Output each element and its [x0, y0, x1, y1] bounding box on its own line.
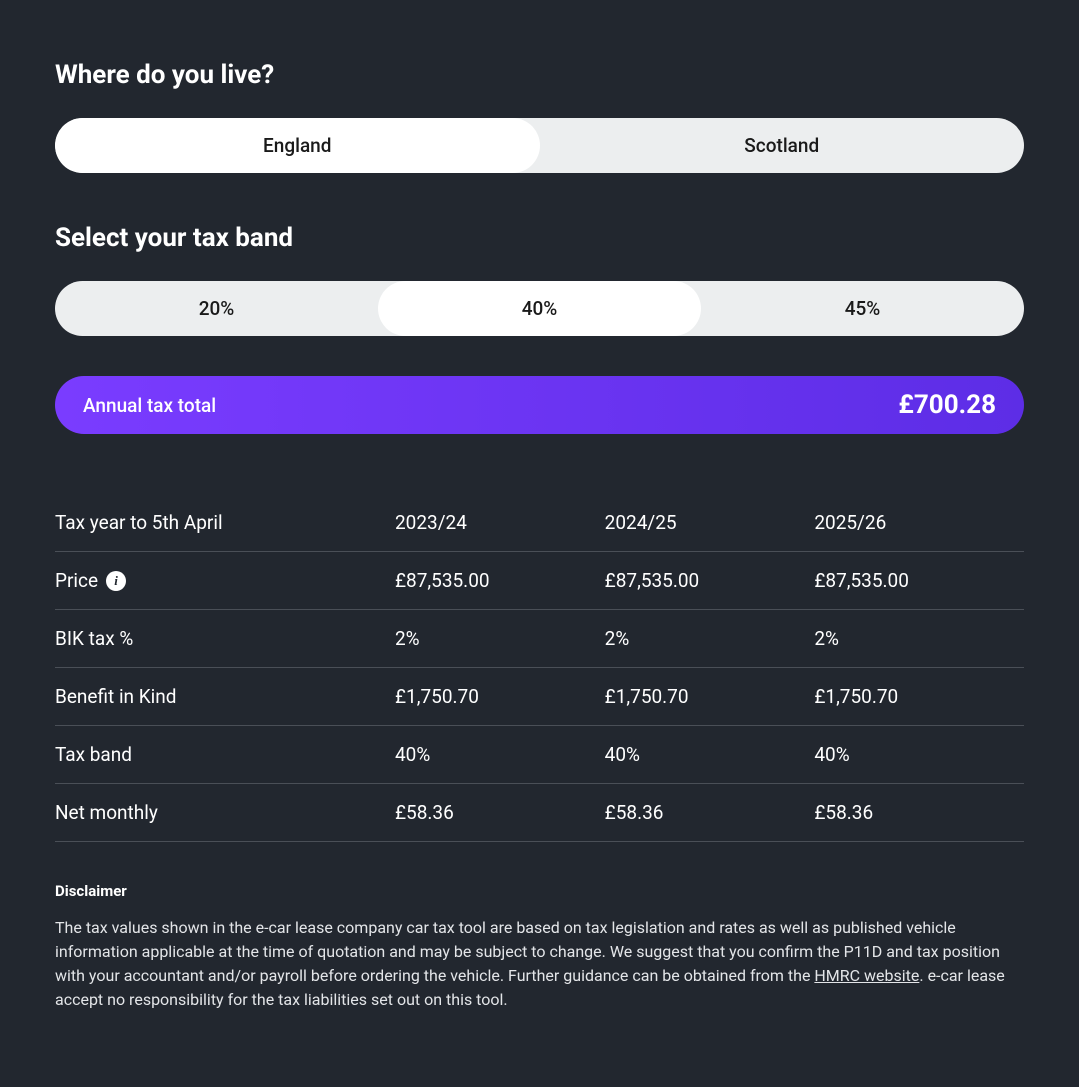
taxband-option-40[interactable]: 40%: [378, 281, 701, 336]
row-label: BIK tax %: [55, 627, 395, 650]
location-segmented: EnglandScotland: [55, 118, 1024, 173]
taxband-heading: Select your tax band: [55, 223, 1024, 253]
row-value: £87,535.00: [814, 569, 1024, 592]
taxband-option-45[interactable]: 45%: [701, 281, 1024, 336]
taxband-option-20[interactable]: 20%: [55, 281, 378, 336]
row-value: £87,535.00: [605, 569, 815, 592]
disclaimer-heading: Disclaimer: [55, 882, 1024, 900]
location-heading: Where do you live?: [55, 60, 1024, 90]
row-label: Benefit in Kind: [55, 685, 395, 708]
location-option-england[interactable]: England: [55, 118, 540, 173]
table-row: Pricei£87,535.00£87,535.00£87,535.00: [55, 552, 1024, 610]
table-row: Tax band40%40%40%: [55, 726, 1024, 784]
row-value: 40%: [814, 743, 1024, 766]
hmrc-link[interactable]: HMRC website: [814, 966, 919, 985]
row-label: Net monthly: [55, 801, 395, 824]
row-label-text: Net monthly: [55, 801, 158, 824]
row-label: Tax band: [55, 743, 395, 766]
annual-total-label: Annual tax total: [83, 394, 216, 417]
row-value: £58.36: [395, 801, 605, 824]
row-value: 2024/25: [605, 511, 815, 534]
row-value: 2025/26: [814, 511, 1024, 534]
row-value: £58.36: [814, 801, 1024, 824]
annual-total-bar: Annual tax total £700.28: [55, 376, 1024, 434]
row-value: £1,750.70: [814, 685, 1024, 708]
row-value: £58.36: [605, 801, 815, 824]
location-option-scotland[interactable]: Scotland: [540, 118, 1025, 173]
row-label-text: Price: [55, 569, 98, 592]
row-value: £1,750.70: [605, 685, 815, 708]
info-icon[interactable]: i: [106, 571, 126, 591]
row-value: 40%: [605, 743, 815, 766]
row-value: 2%: [814, 627, 1024, 650]
taxband-segmented: 20%40%45%: [55, 281, 1024, 336]
row-label: Pricei: [55, 569, 395, 592]
row-value: 2%: [395, 627, 605, 650]
disclaimer-text: The tax values shown in the e-car lease …: [55, 916, 1024, 1012]
row-label: Tax year to 5th April: [55, 511, 395, 534]
tax-table: Tax year to 5th April 2023/242024/252025/…: [55, 494, 1024, 842]
row-label-text: BIK tax %: [55, 627, 133, 650]
row-value: 2%: [605, 627, 815, 650]
row-value: £1,750.70: [395, 685, 605, 708]
row-value: £87,535.00: [395, 569, 605, 592]
annual-total-value: £700.28: [898, 390, 996, 420]
table-row: Net monthly£58.36£58.36£58.36: [55, 784, 1024, 842]
row-label-text: Benefit in Kind: [55, 685, 177, 708]
row-label-text: Tax band: [55, 743, 132, 766]
table-row: Benefit in Kind£1,750.70£1,750.70£1,750.…: [55, 668, 1024, 726]
table-row: Tax year to 5th April 2023/242024/252025/…: [55, 494, 1024, 552]
row-label-text: Tax year to 5th April: [55, 511, 223, 534]
table-row: BIK tax %2%2%2%: [55, 610, 1024, 668]
row-value: 40%: [395, 743, 605, 766]
row-value: 2023/24: [395, 511, 605, 534]
